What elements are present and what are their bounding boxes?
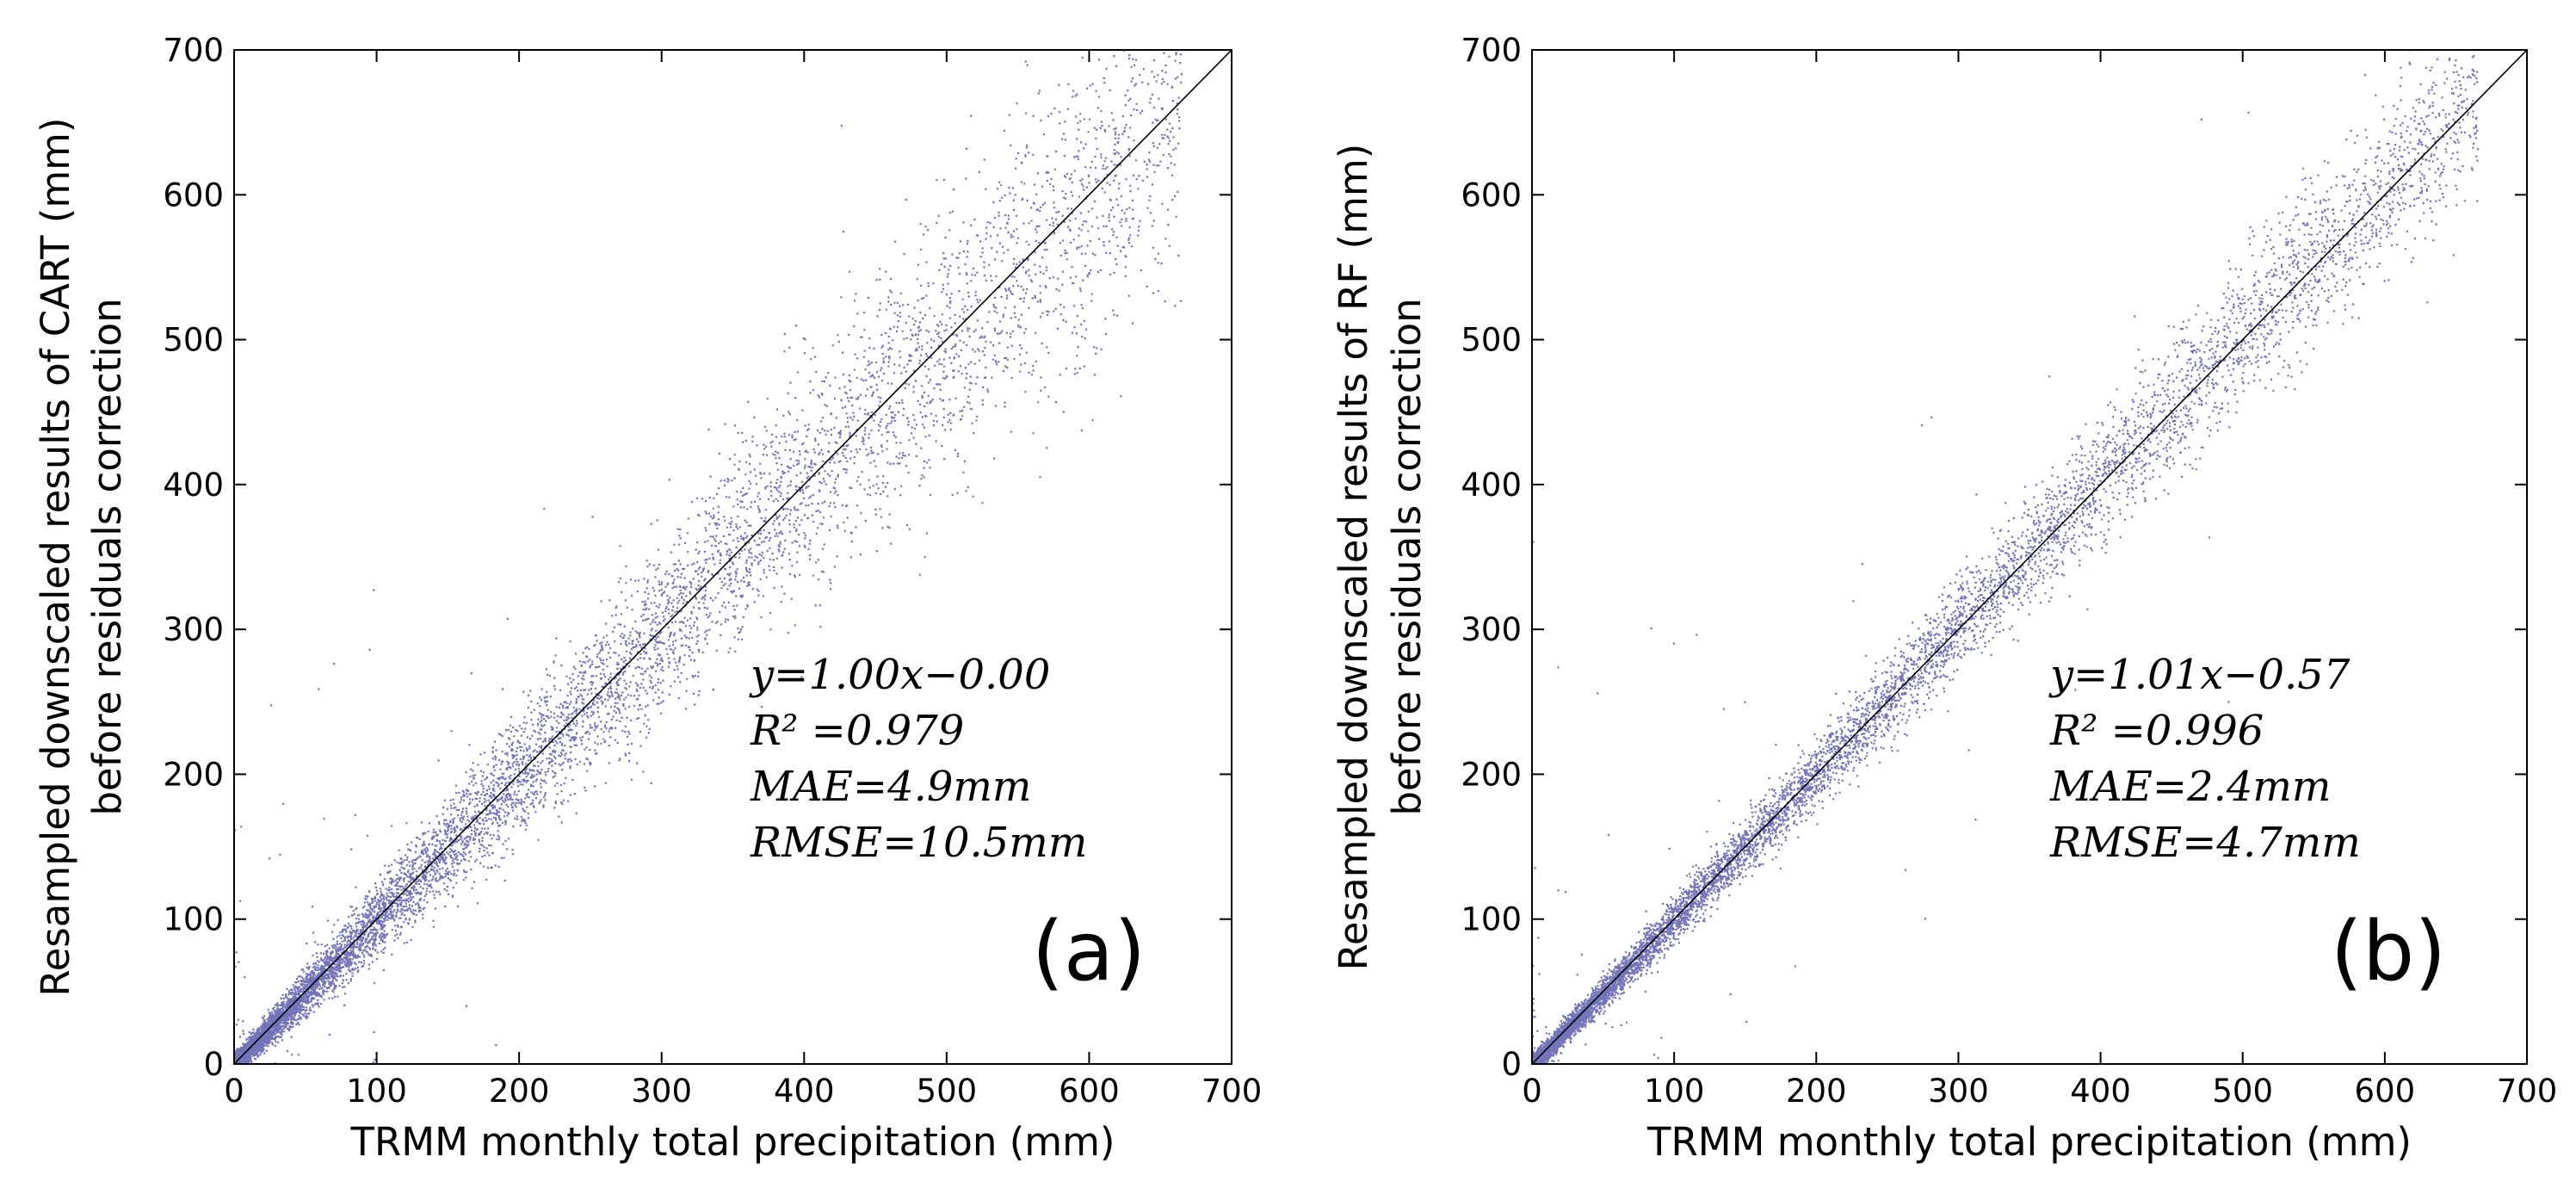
x-tick-label: 700	[1202, 1073, 1263, 1110]
stats-line-3: MAE=2.4mm	[2049, 763, 2331, 811]
panel-label: (b)	[2331, 905, 2446, 999]
scatter-panel-a: 0 100 200 300 400 500 600 700 0 100 200 300 400 500 60…	[33, 32, 1263, 1165]
one-to-one-line	[234, 50, 1232, 1064]
scatter-points	[234, 50, 1183, 1064]
one-to-one-line	[1532, 50, 2527, 1064]
x-tick-label: 600	[1059, 1073, 1120, 1110]
y-tick-label: 300	[163, 611, 224, 648]
x-tick-label: 400	[774, 1073, 835, 1110]
y-tick-label: 500	[1461, 322, 1522, 359]
y-axis-label-line-1: Resampled downscaled results of CART (mm…	[33, 117, 78, 996]
x-tick-label: 400	[2070, 1073, 2131, 1110]
x-tick-label: 300	[631, 1073, 692, 1110]
stats-line-4: RMSE=4.7mm	[2049, 819, 2361, 867]
y-tick-label: 400	[163, 467, 224, 504]
scatter-panel-b: 0 100 200 300 400 500 600 700 0 100 200 300 400 500 60…	[1331, 32, 2558, 1165]
y-tick-label: 600	[1461, 176, 1522, 213]
y-tick-label: 0	[1501, 1046, 1522, 1083]
x-axis-label: TRMM monthly total precipitation (mm)	[350, 1119, 1115, 1165]
y-axis-label-line-1: Resampled downscaled results of RF (mm)	[1331, 144, 1376, 971]
x-tick-label: 600	[2355, 1073, 2416, 1110]
y-axis-label-line-2: before residuals correction	[84, 298, 130, 815]
y-tick-label: 100	[163, 901, 224, 938]
y-tick-label: 700	[1461, 32, 1522, 69]
y-axis-label-line-2: before residuals correction	[1384, 298, 1430, 815]
y-tick-label: 200	[163, 756, 224, 793]
x-tick-label: 100	[346, 1073, 407, 1110]
stats-line-1: y=1.01x−0.57	[2048, 651, 2351, 699]
panel-label: (a)	[1032, 905, 1146, 999]
x-tick-label: 0	[224, 1073, 244, 1110]
scatter-points	[1532, 50, 2480, 1064]
y-tick-label: 400	[1461, 467, 1522, 504]
x-tick-label: 200	[1786, 1073, 1847, 1110]
stats-line-2: R² =0.996	[2049, 707, 2264, 755]
x-tick-label: 500	[917, 1073, 978, 1110]
x-tick-label: 300	[1928, 1073, 1989, 1110]
y-tick-label: 600	[163, 176, 224, 213]
plot-frame	[1531, 49, 2528, 1065]
x-tick-label: 200	[489, 1073, 550, 1110]
stats-line-1: y=1.00x−0.00	[749, 651, 1050, 699]
y-tick-label: 200	[1461, 756, 1522, 793]
x-axis-label: TRMM monthly total precipitation (mm)	[1646, 1119, 2412, 1165]
stats-line-3: MAE=4.9mm	[750, 763, 1031, 811]
y-tick-label: 100	[1461, 901, 1522, 938]
plot-frame	[233, 49, 1232, 1065]
y-tick-label: 300	[1461, 611, 1522, 648]
x-tick-label: 700	[2497, 1073, 2558, 1110]
y-tick-label: 0	[203, 1046, 224, 1083]
x-tick-label: 0	[1522, 1073, 1542, 1110]
y-tick-label: 500	[163, 322, 224, 359]
x-tick-label: 100	[1644, 1073, 1705, 1110]
stats-line-2: R² =0.979	[750, 707, 964, 755]
y-tick-label: 700	[163, 32, 224, 69]
x-tick-label: 500	[2212, 1073, 2273, 1110]
stats-line-4: RMSE=10.5mm	[750, 819, 1087, 867]
